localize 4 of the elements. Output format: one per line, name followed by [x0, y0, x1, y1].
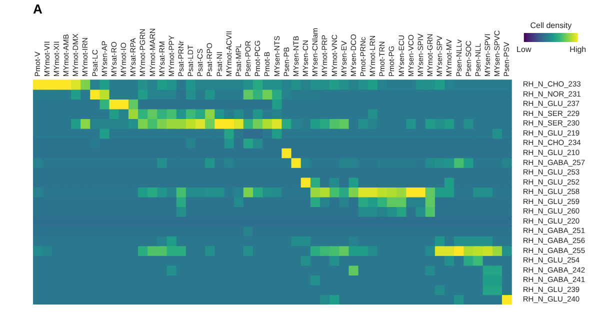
color-bar-label: Low: [516, 45, 532, 54]
color-bar-label: High: [570, 45, 586, 54]
chart-title: A: [33, 1, 43, 16]
color-bar-title: Cell density: [530, 21, 572, 30]
